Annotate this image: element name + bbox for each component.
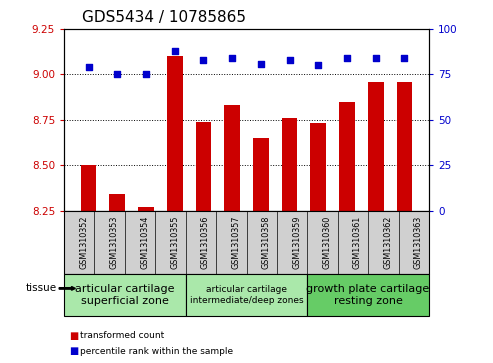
- Bar: [368, 82, 384, 211]
- Text: GSM1310355: GSM1310355: [171, 216, 179, 269]
- Text: GSM1310360: GSM1310360: [322, 216, 331, 269]
- Bar: [311, 123, 326, 211]
- Bar: [339, 102, 355, 211]
- Text: GSM1310352: GSM1310352: [79, 216, 88, 269]
- Text: GSM1310362: GSM1310362: [384, 216, 392, 269]
- Point: [343, 55, 351, 61]
- Text: GSM1310358: GSM1310358: [262, 216, 271, 269]
- Point: [315, 62, 322, 68]
- Text: articular cartilage
superficial zone: articular cartilage superficial zone: [75, 284, 175, 306]
- Text: articular cartilage
intermediate/deep zones: articular cartilage intermediate/deep zo…: [190, 285, 303, 305]
- Bar: [196, 122, 211, 211]
- Bar: [224, 105, 240, 211]
- Bar: [109, 194, 125, 211]
- Bar: [81, 165, 97, 211]
- Point: [200, 57, 208, 63]
- Text: GSM1310361: GSM1310361: [353, 216, 362, 269]
- Text: GSM1310357: GSM1310357: [231, 216, 240, 269]
- Bar: [253, 138, 269, 211]
- Point: [257, 61, 265, 66]
- Bar: [138, 207, 154, 211]
- Point: [285, 57, 293, 63]
- Text: percentile rank within the sample: percentile rank within the sample: [80, 347, 233, 355]
- Point: [400, 55, 408, 61]
- Point: [228, 55, 236, 61]
- Point: [113, 72, 121, 77]
- Point: [372, 55, 380, 61]
- Point: [142, 72, 150, 77]
- Text: GSM1310356: GSM1310356: [201, 216, 210, 269]
- Text: GSM1310359: GSM1310359: [292, 216, 301, 269]
- Text: ■: ■: [69, 331, 78, 341]
- Text: transformed count: transformed count: [80, 331, 164, 340]
- Point: [171, 48, 178, 54]
- Text: GSM1310353: GSM1310353: [109, 216, 119, 269]
- Bar: [396, 82, 412, 211]
- Text: ■: ■: [69, 346, 78, 356]
- Text: GSM1310354: GSM1310354: [140, 216, 149, 269]
- Text: growth plate cartilage
resting zone: growth plate cartilage resting zone: [307, 284, 430, 306]
- Text: GDS5434 / 10785865: GDS5434 / 10785865: [82, 10, 246, 25]
- Text: GSM1310363: GSM1310363: [414, 216, 423, 269]
- Point: [85, 64, 93, 70]
- Text: tissue: tissue: [26, 284, 57, 293]
- Bar: [167, 56, 182, 211]
- Bar: [282, 118, 297, 211]
